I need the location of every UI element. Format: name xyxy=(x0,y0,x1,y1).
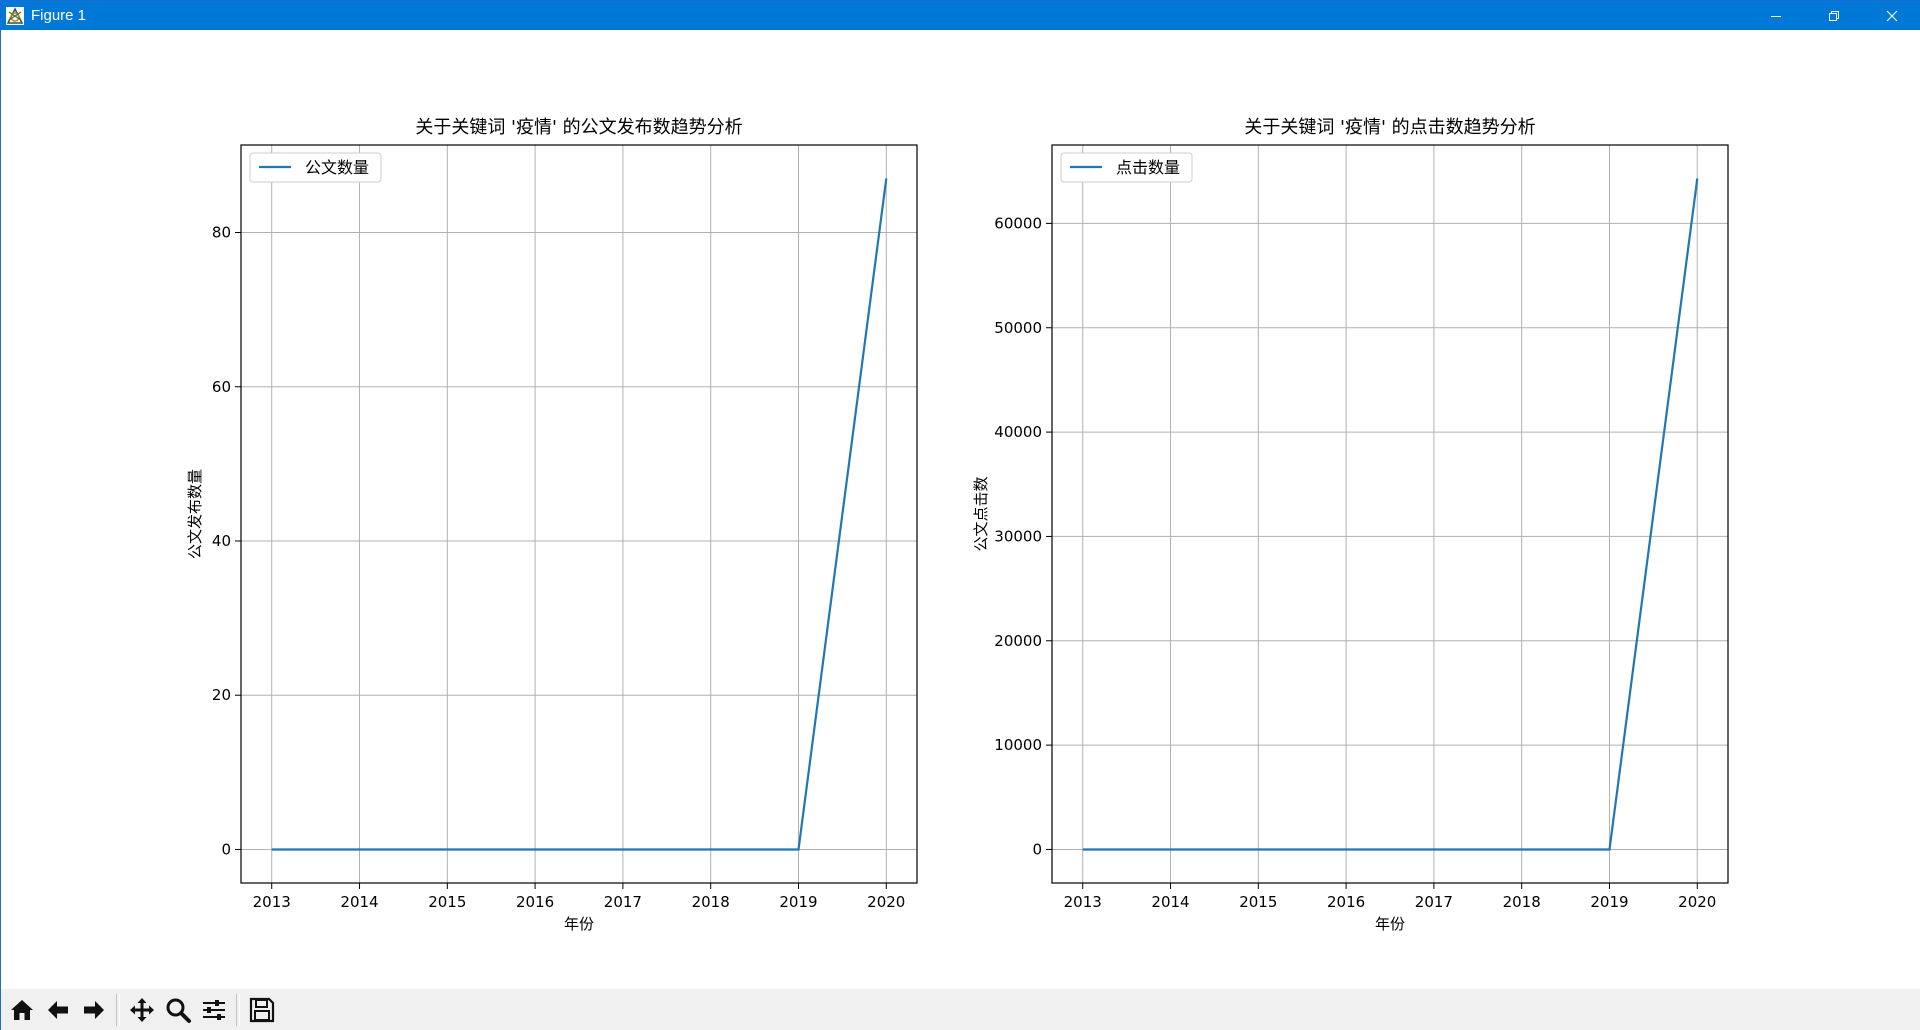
x-tick-label: 2016 xyxy=(516,893,554,911)
chart-2-legend-label: 点击数量 xyxy=(1116,158,1180,177)
subplot-1: 关于关键词 '疫情' 的公文发布数趋势分析 2013 2014 2015 2016 20… xyxy=(186,117,918,933)
chart-2-legend-box xyxy=(1060,152,1193,183)
toolbar-separator xyxy=(236,994,240,1026)
y-tick-label: 30000 xyxy=(994,527,1042,545)
toolbar-separator xyxy=(116,994,120,1026)
chart-2-axes-frame xyxy=(1051,144,1729,884)
chart-2-title: 关于关键词 '疫情' 的点击数趋势分析 xyxy=(1244,117,1535,138)
save-button[interactable] xyxy=(244,992,280,1028)
x-tick-label: 2015 xyxy=(428,893,466,911)
x-tick-label: 2015 xyxy=(1239,893,1277,911)
pan-button[interactable] xyxy=(124,992,160,1028)
chart-1-series-line xyxy=(271,178,888,851)
move-icon xyxy=(130,998,154,1022)
figure-canvas[interactable]: 关于关键词 '疫情' 的公文发布数趋势分析 2013 2014 2015 2016 20… xyxy=(1,30,1920,989)
chart-1-legend-label: 公文数量 xyxy=(305,158,369,177)
chart-2-legend: 点击数量 xyxy=(1060,152,1193,183)
chart-2-series-line xyxy=(1082,178,1699,851)
x-tick-label: 2017 xyxy=(1415,893,1453,911)
y-tick-label: 20 xyxy=(212,686,231,704)
close-icon xyxy=(1886,10,1898,21)
x-tick-label: 2018 xyxy=(1503,893,1541,911)
back-button[interactable] xyxy=(40,992,76,1028)
x-tick-label: 2018 xyxy=(692,893,730,911)
minimize-icon xyxy=(1771,15,1781,17)
chart-1-legend: 公文数量 xyxy=(249,152,382,183)
chart-2-xlabel: 年份 xyxy=(1375,915,1405,933)
arrow-left-icon xyxy=(48,1001,68,1019)
sliders-icon xyxy=(203,1000,225,1020)
chart-1-plot-area xyxy=(241,145,917,883)
chart-1-ticks: 2013 2014 2015 2016 2017 2018 2019 2020 0 20 40 60 8… xyxy=(212,224,905,911)
chart-1-title: 关于关键词 '疫情' 的公文发布数趋势分析 xyxy=(415,117,742,138)
chart-1-xlabel: 年份 xyxy=(564,915,594,933)
x-tick-label: 2017 xyxy=(604,893,642,911)
x-tick-label: 2014 xyxy=(1151,893,1189,911)
forward-button[interactable] xyxy=(76,992,112,1028)
home-button[interactable] xyxy=(4,992,40,1028)
restore-icon xyxy=(1829,10,1839,21)
y-tick-label: 40000 xyxy=(994,423,1042,441)
zoom-button[interactable] xyxy=(160,992,196,1028)
chart-1-ylabel: 公文发布数量 xyxy=(186,469,204,559)
x-tick-label: 2013 xyxy=(1064,893,1102,911)
y-tick-label: 40 xyxy=(212,532,231,550)
figure-svg: 关于关键词 '疫情' 的公文发布数趋势分析 2013 2014 2015 2016 20… xyxy=(186,117,1729,933)
minimize-button[interactable] xyxy=(1747,1,1805,30)
y-tick-label: 80 xyxy=(212,224,231,242)
window-controls xyxy=(1747,1,1920,30)
close-button[interactable] xyxy=(1863,1,1920,30)
floppy-disk-icon xyxy=(249,997,275,1023)
chart-1-legend-box xyxy=(249,152,382,183)
navigation-toolbar xyxy=(1,989,1920,1030)
chart-2-ticks: 2013 2014 2015 2016 2017 2018 2019 2020 0 10000 20… xyxy=(994,214,1716,911)
x-tick-label: 2020 xyxy=(1678,893,1716,911)
chart-2-plot-area xyxy=(1052,145,1728,883)
x-tick-label: 2014 xyxy=(340,893,378,911)
title-bar[interactable]: Figure 1 xyxy=(1,1,1920,30)
window-title: Figure 1 xyxy=(31,7,87,24)
arrow-right-icon xyxy=(84,1001,104,1019)
x-tick-label: 2019 xyxy=(1590,893,1628,911)
maximize-button[interactable] xyxy=(1805,1,1863,30)
y-tick-label: 0 xyxy=(221,840,231,858)
subplot-2: 关于关键词 '疫情' 的点击数趋势分析 2013 2014 2015 2016 2017… xyxy=(972,117,1729,933)
chart-2-ylabel: 公文点击数 xyxy=(972,476,990,551)
home-icon xyxy=(11,1000,33,1020)
x-tick-label: 2019 xyxy=(779,893,817,911)
matplotlib-app-icon xyxy=(6,6,24,25)
x-tick-label: 2020 xyxy=(867,893,905,911)
y-tick-label: 50000 xyxy=(994,319,1042,337)
y-tick-label: 60000 xyxy=(994,214,1042,232)
chart-1-axes-frame xyxy=(240,144,918,884)
y-tick-label: 0 xyxy=(1032,840,1042,858)
magnifier-icon xyxy=(166,998,191,1023)
x-tick-label: 2013 xyxy=(253,893,291,911)
y-tick-label: 60 xyxy=(212,378,231,396)
x-tick-label: 2016 xyxy=(1327,893,1365,911)
y-tick-label: 10000 xyxy=(994,736,1042,754)
y-tick-label: 20000 xyxy=(994,632,1042,650)
configure-subplots-button[interactable] xyxy=(196,992,232,1028)
